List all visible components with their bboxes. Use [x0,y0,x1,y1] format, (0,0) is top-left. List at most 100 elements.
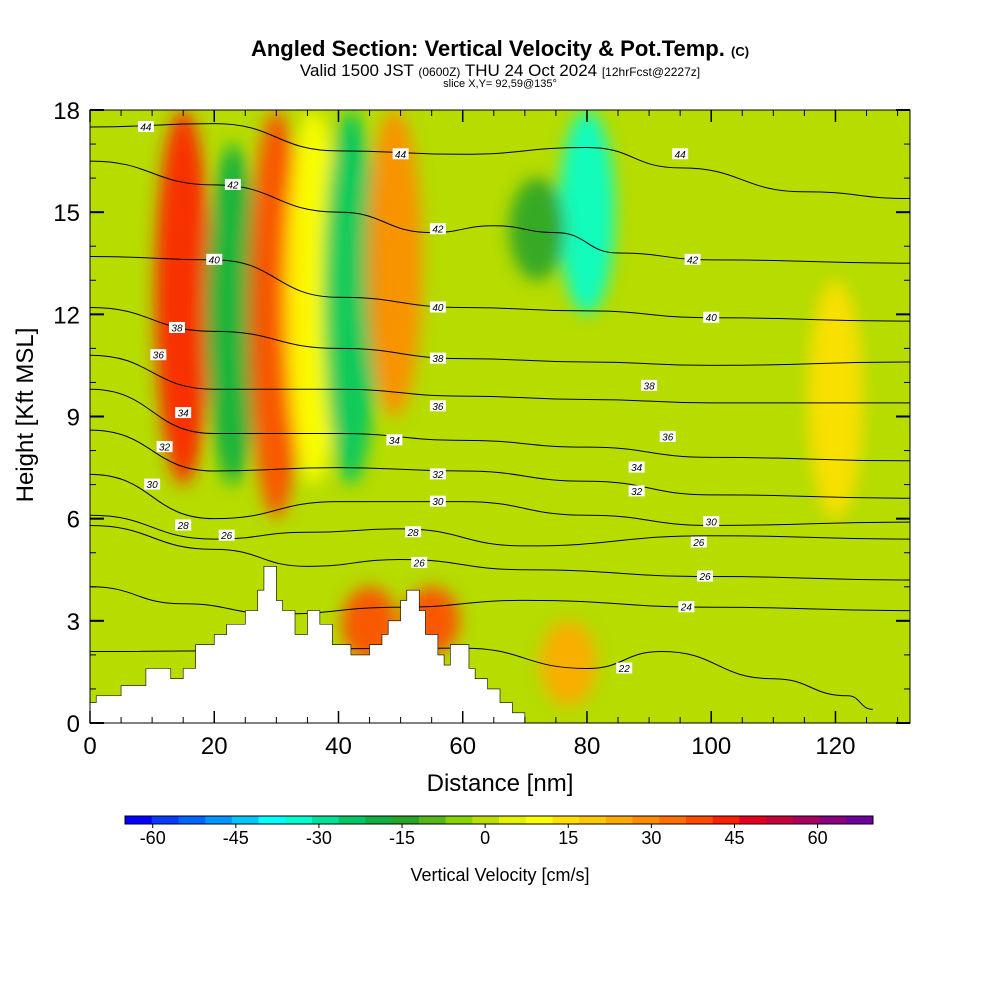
contour-label-box [175,407,192,419]
contour-label-box [429,400,446,412]
colorbar-tick-label: 0 [480,828,490,848]
x-tick-label: 40 [325,733,352,760]
colorbar-label: Vertical Velocity [cm/s] [410,865,589,885]
contour-label: 40 [209,255,221,266]
slice-info: slice X,Y= 92,59@135° [443,78,557,90]
x-axis: 0 20 40 60 80 100 120 [83,110,899,760]
colorbar-swatch [392,816,420,824]
x-axis-label: Distance [nm] [427,770,574,797]
y-tick-label: 15 [53,200,80,227]
x-tick-label: 120 [815,733,855,760]
colorbar-swatch [472,816,500,824]
contour-label-box [175,519,192,531]
colorbar-tick-label: 15 [558,828,578,848]
x-tick-label: 100 [691,733,731,760]
contour-label-box [156,441,173,453]
x-tick-label: 60 [449,733,476,760]
contour-label: 26 [220,531,233,542]
theta-contours [90,123,910,710]
colorbar-tick-label: -15 [389,828,415,848]
colorbar-swatch [605,816,634,824]
contour-label: 42 [432,225,444,236]
contour-label-box [206,253,223,265]
colorbar-swatch [686,816,714,824]
contour-label: 28 [406,528,419,539]
colorbar-swatch [846,816,874,824]
theta-contour-36 [90,354,910,404]
contour-label: 44 [395,150,407,161]
colorbar-swatch [365,816,393,824]
colorbar-tick-label: -45 [223,828,249,848]
contour-label-box [386,434,403,446]
y-tick-label: 9 [67,405,80,432]
colorbar-tick-label: 30 [641,828,661,848]
y-tick-label: 6 [67,507,80,534]
colorbar-swatch [205,816,233,824]
y-axis-label: Height [Kft MSL] [12,328,39,503]
contour-label-box [411,556,428,568]
contour-label-box [224,178,241,190]
colorbar-swatch [659,816,687,824]
contour-label-box [429,495,446,507]
colorbar-tick-label: -30 [306,828,332,848]
x-tick-label: 20 [201,733,228,760]
contour-label: 38 [171,323,183,334]
colorbar-swatch [712,816,740,824]
colorbar-tick-label: -60 [140,828,166,848]
theta-contour-44 [90,123,910,200]
contour-label-box [659,430,676,442]
contour-labels: 44 44 44 42 42 42 40 40 40 38 38 38 36 36 36 34 34 34 32 32… [137,121,720,675]
contour-label-box [137,121,154,133]
velocity-feature [807,280,864,519]
contour-label: 26 [698,572,711,583]
chart-title-tag: (C) [731,44,750,59]
contour-label-box [168,321,185,333]
colorbar-swatch [552,816,580,824]
contour-label: 44 [675,150,687,161]
contour-label: 36 [662,432,674,443]
contour-label-box [150,349,167,361]
plot-area: 44 44 44 42 42 42 40 40 40 38 38 38 36 36 36 34 34 34 32 32… [90,110,910,723]
velocity-feature [509,178,566,281]
contour-label: 36 [153,351,165,362]
colorbar-swatch [418,816,447,824]
contour-label: 42 [687,255,699,266]
contour-label: 32 [631,487,643,498]
theta-contour-34 [90,388,910,462]
colorbar-tick-label: 60 [808,828,828,848]
contour-label-box [628,461,645,473]
contour-label-box [684,253,701,265]
colorbar-swatch [258,816,286,824]
x-tick-label: 0 [83,733,96,760]
x-tick-label: 80 [574,733,601,760]
contour-label: 34 [178,409,190,420]
theta-contour-24 [90,586,910,615]
contour-label-box [392,148,409,160]
contour-label-box [429,223,446,235]
contour-label: 38 [432,354,444,365]
contour-label: 30 [147,480,159,491]
theta-contour-28 [90,514,910,547]
colorbar-frame [124,815,874,825]
velocity-feature [366,110,423,417]
theta-contour-32 [90,429,910,499]
contour-label-box [144,478,161,490]
contour-label: 40 [706,313,718,324]
colorbar-swatch [579,816,607,824]
contour-label: 26 [413,558,426,569]
colorbar-swatch [632,816,660,824]
colorbar-swatch [178,816,206,824]
y-tick-label: 12 [53,302,80,329]
contour-label: 34 [631,463,643,474]
contour-label: 38 [644,381,656,392]
contour-label-box [628,485,645,497]
colorbar-swatch [766,816,794,824]
velocity-feature [540,620,597,706]
contour-label: 42 [227,180,239,191]
colorbar-swatch [151,816,179,824]
contour-label: 26 [692,538,705,549]
contour-label: 30 [706,518,718,529]
contour-label-box [405,526,422,538]
